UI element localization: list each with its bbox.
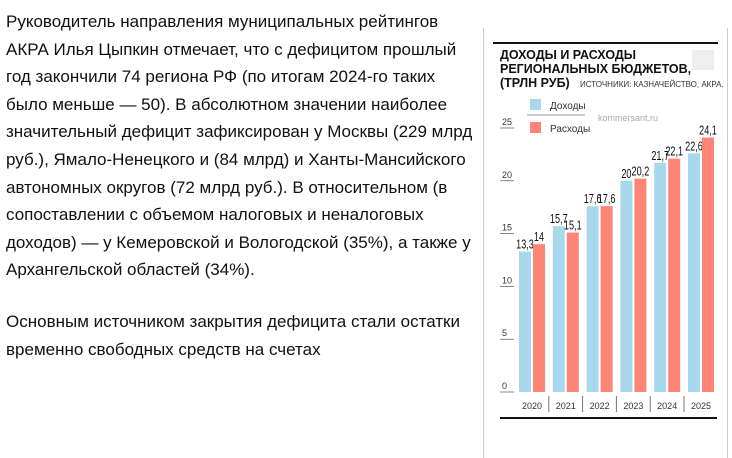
bar-Расходы (634, 178, 647, 392)
data-label: 24,1 (699, 124, 717, 138)
bar-Доходы (688, 153, 700, 392)
bar-Расходы (600, 206, 613, 392)
chart-source: ИСТОЧНИКИ: КАЗНАЧЕЙСТВО, АКРА. (580, 80, 724, 89)
x-tick-label: 2021 (556, 401, 576, 411)
bar-Расходы (668, 158, 681, 392)
bar-Расходы (566, 232, 579, 392)
y-tick-label: 20 (502, 170, 512, 180)
bar-Доходы (552, 226, 565, 392)
chart-title: ДОХОДЫ И РАСХОДЫ (500, 48, 636, 62)
bar-Расходы (533, 244, 545, 392)
data-label: 14 (534, 231, 544, 245)
watermark: kommersant.ru (598, 113, 658, 123)
data-label: 13,3 (516, 238, 534, 252)
y-tick-label: 0 (502, 381, 507, 391)
article-text: Руководитель направления муниципальных р… (6, 8, 476, 387)
bar-Доходы (620, 180, 633, 392)
y-tick-label: 15 (502, 223, 512, 233)
data-label: 17,6 (598, 193, 616, 207)
x-tick-label: 2020 (522, 401, 542, 411)
data-label: 20 (621, 167, 631, 181)
x-tick-label: 2024 (657, 401, 677, 411)
chart-top-rule (493, 42, 718, 44)
data-label: 15,7 (550, 213, 568, 227)
chart-bottom-rule (500, 417, 717, 419)
article-paragraph: Руководитель направления муниципальных р… (6, 12, 473, 280)
legend-label: Расходы (550, 124, 590, 135)
data-label: 20,2 (632, 165, 650, 179)
expand-icon (692, 50, 714, 70)
y-tick-label: 5 (502, 328, 507, 338)
chart-title: (ТРЛН РУБ) (500, 76, 570, 90)
bar-Расходы (702, 137, 714, 392)
y-tick-label: 10 (502, 275, 512, 285)
x-tick-label: 2022 (590, 401, 610, 411)
bar-Доходы (586, 206, 599, 392)
article-paragraph: Основным источником закрытия дефицита ст… (6, 311, 460, 359)
legend-swatch (530, 99, 541, 110)
chart-title: РЕГИОНАЛЬНЫХ БЮДЖЕТОВ, (500, 62, 691, 76)
y-tick-label: 25 (502, 117, 512, 127)
data-label: 17,6 (584, 193, 602, 207)
data-label: 15,1 (564, 219, 582, 233)
legend-swatch (530, 122, 541, 133)
bar-Доходы (519, 251, 531, 392)
legend-label: Доходы (550, 101, 586, 112)
data-label: 22,1 (665, 145, 683, 159)
chart-frame (483, 28, 728, 458)
bar-Доходы (654, 162, 667, 392)
x-tick-label: 2023 (623, 401, 643, 411)
x-tick-label: 2025 (691, 401, 711, 411)
data-label: 21,7 (651, 149, 669, 163)
data-label: 22,6 (685, 140, 703, 154)
